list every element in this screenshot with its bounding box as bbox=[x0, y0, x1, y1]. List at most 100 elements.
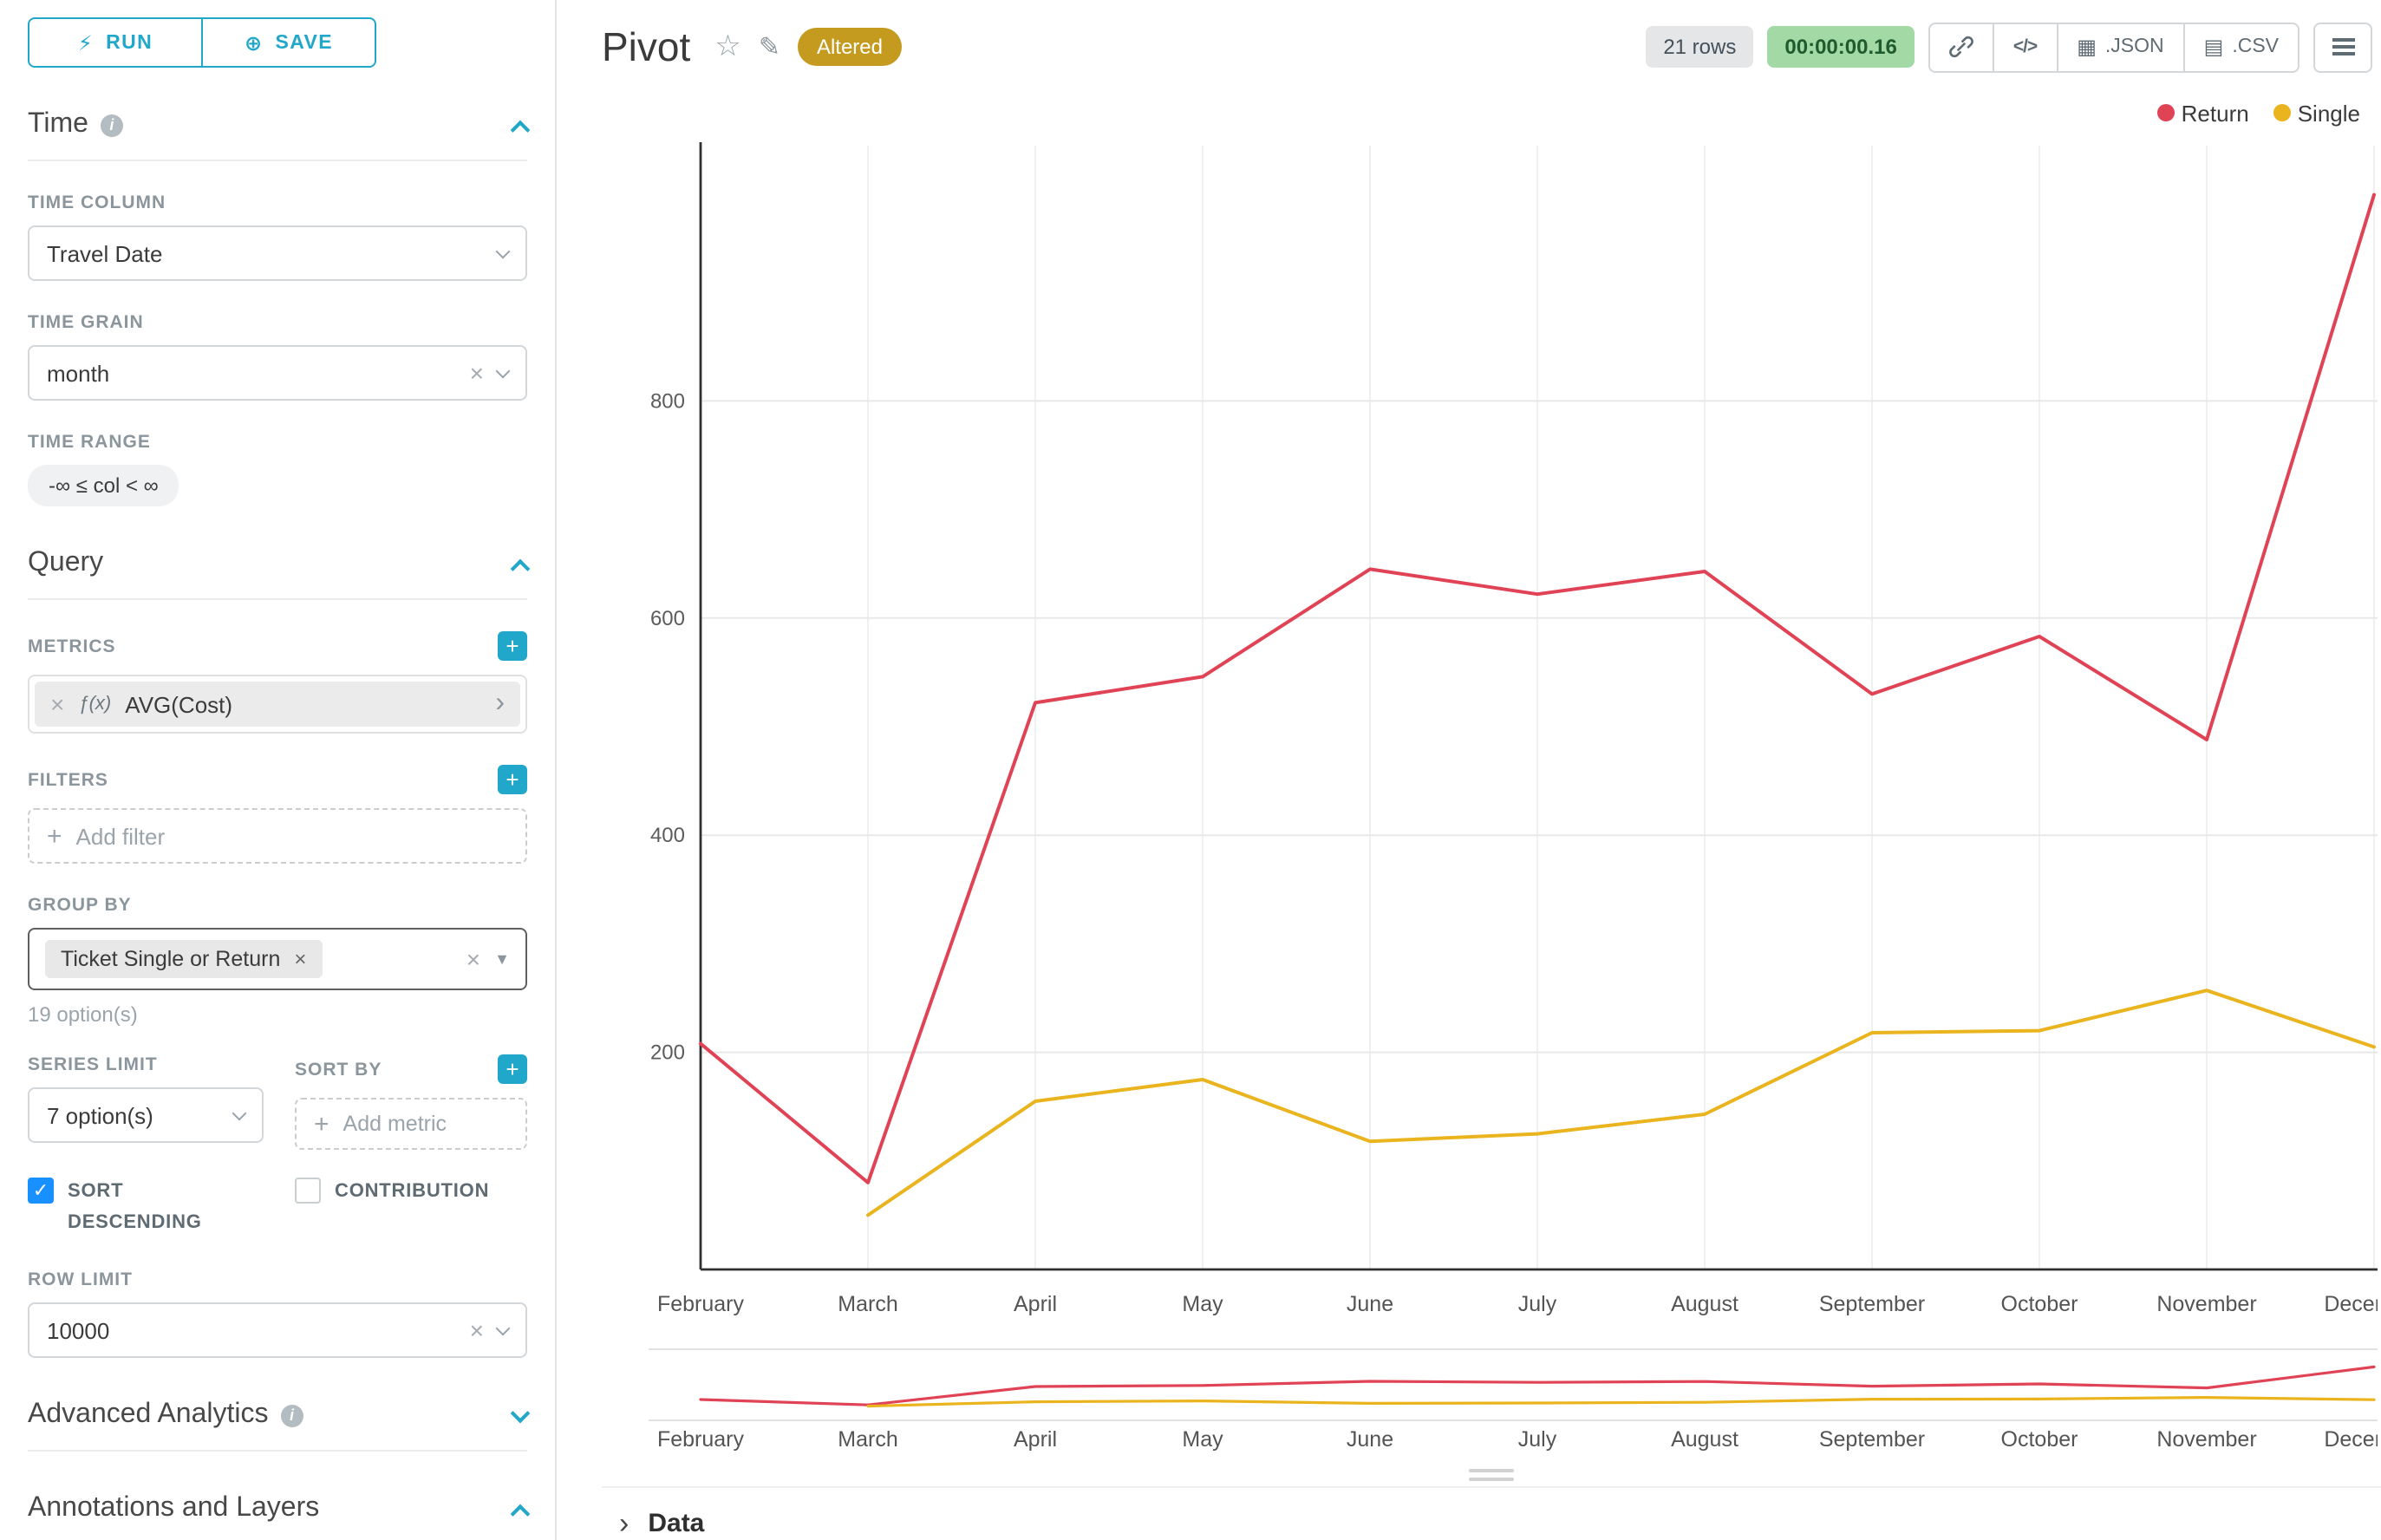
data-panel-header[interactable]: › Data bbox=[602, 1486, 2381, 1538]
svg-text:400: 400 bbox=[650, 824, 685, 847]
advanced-analytics-section-header[interactable]: Advanced Analytics i bbox=[28, 1400, 531, 1452]
legend-item-return[interactable]: Return bbox=[2156, 100, 2249, 126]
export-csv-button[interactable]: ▤ .CSV bbox=[2182, 22, 2299, 72]
remove-metric-icon[interactable]: × bbox=[50, 690, 65, 718]
save-plus-icon: ⊕ bbox=[244, 30, 264, 55]
metric-name: AVG(Cost) bbox=[125, 691, 233, 717]
chevron-down-icon bbox=[495, 1320, 511, 1335]
time-range-label: TIME RANGE bbox=[28, 432, 151, 453]
time-grain-label: TIME GRAIN bbox=[28, 312, 144, 333]
add-sort-metric-button[interactable]: + Add metric bbox=[295, 1098, 527, 1150]
chevron-down-icon[interactable] bbox=[510, 1403, 531, 1423]
query-timer-badge: 00:00:00.16 bbox=[1767, 26, 1915, 68]
chevron-down-icon bbox=[495, 243, 511, 258]
caret-down-icon: ▼ bbox=[494, 950, 510, 968]
clear-icon[interactable]: × bbox=[466, 945, 481, 973]
metrics-label: METRICS bbox=[28, 636, 116, 656]
svg-text:May: May bbox=[1182, 1292, 1223, 1316]
row-limit-label: ROW LIMIT bbox=[28, 1269, 133, 1291]
add-filter-button[interactable]: + Add filter bbox=[28, 808, 527, 864]
run-button[interactable]: ⚡ RUN bbox=[28, 17, 203, 68]
checkbox-unchecked-icon bbox=[295, 1178, 321, 1204]
altered-badge[interactable]: Altered bbox=[797, 28, 902, 66]
legend-label-single: Single bbox=[2297, 100, 2360, 126]
clear-icon[interactable]: × bbox=[469, 359, 484, 387]
checkbox-checked-icon: ✓ bbox=[28, 1178, 54, 1204]
chart-area: Pivot ☆ ✎ Altered 21 rows 00:00:00.16 bbox=[557, 0, 2381, 1540]
metric-chip[interactable]: × ƒ(x) AVG(Cost) › bbox=[35, 682, 520, 727]
embed-code-button[interactable]: </> bbox=[1992, 22, 2058, 72]
export-csv-label: .CSV bbox=[2232, 36, 2279, 57]
add-sort-metric-plus-button[interactable]: + bbox=[498, 1054, 527, 1084]
legend-dot-return bbox=[2156, 104, 2175, 121]
edit-title-icon[interactable]: ✎ bbox=[758, 33, 780, 62]
hamburger-icon bbox=[2332, 35, 2354, 59]
add-filter-label: Add filter bbox=[75, 823, 166, 849]
series-limit-label: SERIES LIMIT bbox=[28, 1054, 158, 1075]
sort-descending-checkbox[interactable]: ✓ SORT DESCENDING bbox=[28, 1178, 264, 1238]
chevron-down-icon bbox=[232, 1105, 247, 1120]
export-json-label: .JSON bbox=[2104, 36, 2164, 57]
metrics-dropzone: × ƒ(x) AVG(Cost) › bbox=[28, 675, 527, 734]
query-section-header[interactable]: Query bbox=[28, 548, 531, 600]
chart-title: Pivot bbox=[602, 23, 691, 69]
chart-header: Pivot ☆ ✎ Altered 21 rows 00:00:00.16 bbox=[602, 0, 2381, 94]
svg-text:July: July bbox=[1518, 1427, 1557, 1452]
save-button[interactable]: ⊕ SAVE bbox=[201, 17, 376, 68]
svg-text:November: November bbox=[2156, 1427, 2256, 1452]
chevron-right-icon: › bbox=[619, 1507, 629, 1540]
export-button-group: </> ▦ .JSON ▤ .CSV bbox=[1928, 22, 2299, 72]
series-limit-select[interactable]: 7 option(s) bbox=[28, 1087, 264, 1143]
group-by-select[interactable]: Ticket Single or Return × × ▼ bbox=[28, 928, 527, 990]
favorite-star-icon[interactable]: ☆ bbox=[714, 29, 741, 62]
export-json-button[interactable]: ▦ .JSON bbox=[2056, 22, 2185, 72]
row-limit-value: 10000 bbox=[47, 1317, 110, 1344]
group-by-tag[interactable]: Ticket Single or Return × bbox=[45, 940, 323, 978]
sort-descending-label: SORT DESCENDING bbox=[68, 1181, 202, 1233]
time-range-preview-chart[interactable]: February March April May June July August Septe… bbox=[602, 1325, 2378, 1460]
share-link-button[interactable] bbox=[1928, 22, 1994, 72]
clear-icon[interactable]: × bbox=[469, 1316, 484, 1345]
line-chart[interactable]: 200 400 600 800 February March April May June Jul… bbox=[602, 132, 2378, 1325]
csv-file-icon: ▤ bbox=[2203, 35, 2224, 59]
svg-text:600: 600 bbox=[650, 607, 685, 630]
time-grain-select[interactable]: month × bbox=[28, 345, 527, 401]
group-by-tag-label: Ticket Single or Return bbox=[61, 947, 281, 971]
function-icon: ƒ(x) bbox=[78, 694, 112, 715]
run-save-button-group: ⚡ RUN ⊕ SAVE bbox=[28, 17, 527, 68]
add-filter-plus-button[interactable]: + bbox=[498, 765, 527, 794]
row-count-badge: 21 rows bbox=[1646, 26, 1754, 68]
svg-text:May: May bbox=[1182, 1427, 1223, 1452]
svg-text:September: September bbox=[1819, 1427, 1925, 1452]
svg-text:April: April bbox=[1014, 1292, 1057, 1316]
plus-icon: + bbox=[314, 1109, 329, 1139]
plus-icon: + bbox=[47, 821, 62, 851]
info-icon: i bbox=[100, 114, 123, 136]
svg-text:August: August bbox=[1671, 1292, 1738, 1316]
svg-text:800: 800 bbox=[650, 389, 685, 413]
time-range-pill[interactable]: -∞ ≤ col < ∞ bbox=[28, 465, 179, 506]
time-column-select[interactable]: Travel Date bbox=[28, 225, 527, 281]
chevron-up-icon[interactable] bbox=[510, 558, 531, 578]
row-limit-select[interactable]: 10000 × bbox=[28, 1302, 527, 1359]
add-metric-plus-button[interactable]: + bbox=[498, 631, 527, 661]
lightning-icon: ⚡ bbox=[77, 30, 95, 55]
chevron-right-icon[interactable]: › bbox=[495, 688, 505, 718]
contribution-checkbox[interactable]: CONTRIBUTION bbox=[295, 1178, 527, 1208]
legend-item-single[interactable]: Single bbox=[2273, 100, 2360, 126]
save-button-label: SAVE bbox=[275, 32, 334, 53]
chevron-up-icon[interactable] bbox=[510, 119, 531, 140]
chevron-up-icon[interactable] bbox=[510, 1504, 531, 1524]
add-metric-label: Add metric bbox=[342, 1112, 447, 1136]
annotations-section-header[interactable]: Annotations and Layers bbox=[28, 1493, 531, 1540]
run-button-label: RUN bbox=[106, 32, 153, 53]
svg-text:June: June bbox=[1347, 1292, 1393, 1316]
svg-text:October: October bbox=[2001, 1292, 2078, 1316]
info-icon: i bbox=[280, 1404, 303, 1427]
svg-text:December: December bbox=[2324, 1292, 2378, 1316]
remove-tag-icon[interactable]: × bbox=[294, 947, 307, 971]
time-section-header[interactable]: Time i bbox=[28, 109, 531, 161]
legend-dot-single bbox=[2273, 104, 2291, 121]
menu-button[interactable] bbox=[2313, 22, 2372, 72]
panel-resize-handle[interactable] bbox=[1469, 1469, 1514, 1481]
